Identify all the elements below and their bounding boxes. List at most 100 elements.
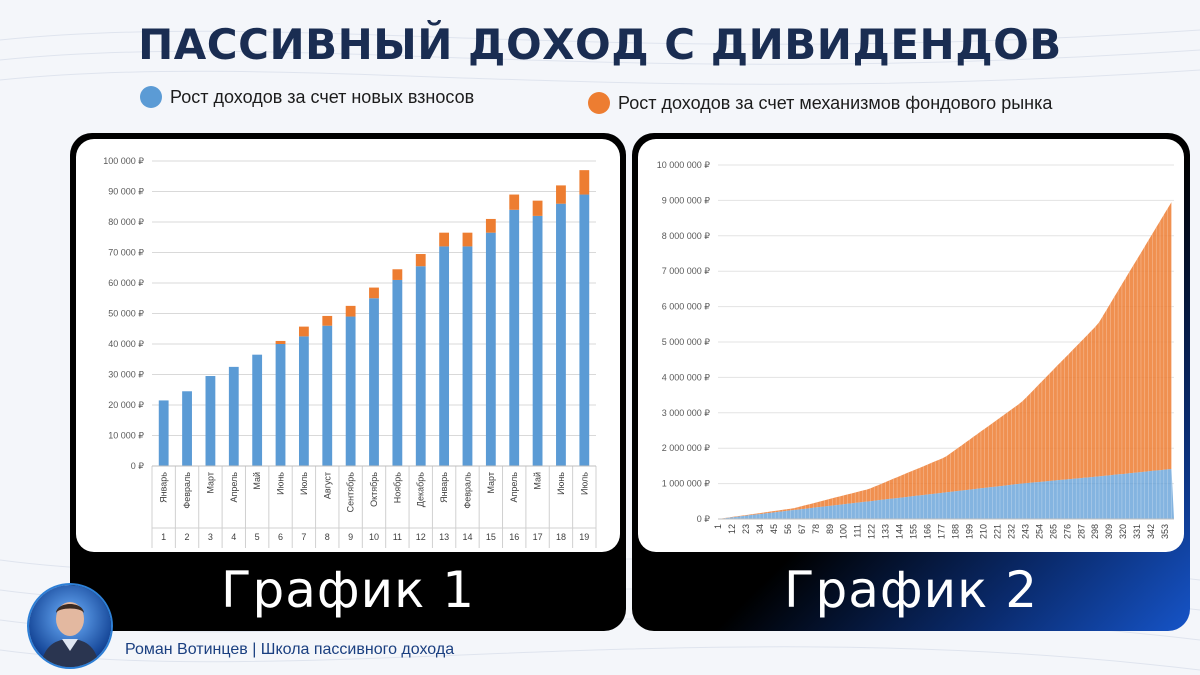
chart-1-bar-contributions <box>369 298 379 466</box>
chart-1-xtick-label: 6 <box>278 532 283 542</box>
chart-1-xtick-label: 11 <box>393 532 402 542</box>
chart-1-bar-market <box>322 315 333 326</box>
chart-1-bar-contributions <box>509 209 520 467</box>
chart-1-month-label: Январь <box>439 472 449 503</box>
chart-1-bar-contributions <box>485 232 496 466</box>
chart-1-xtick-label: 8 <box>325 532 330 542</box>
chart-1-bar-contributions <box>439 246 450 466</box>
chart-1-xtick-label: 5 <box>255 532 260 542</box>
chart-1-xtick-label: 9 <box>348 532 353 542</box>
chart-1-ytick-label: 0 ₽ <box>131 461 145 471</box>
legend-swatch-orange <box>588 92 610 114</box>
chart-2-xtick-label: 243 <box>1020 524 1030 539</box>
legend-item-contributions: Рост доходов за счет новых взносов <box>140 86 474 108</box>
chart-2-xtick-label: 188 <box>951 524 961 539</box>
chart-1-bar-market <box>462 232 473 247</box>
chart-2-label: График 2 <box>783 561 1039 619</box>
chart-1-bar-contributions <box>275 344 286 466</box>
chart-2-ytick-label: 2 000 000 ₽ <box>662 443 711 453</box>
chart-1-bar-contributions <box>298 336 309 466</box>
chart-1-bar-market <box>392 269 403 280</box>
author-avatar <box>27 583 113 669</box>
chart-2-xtick-label: 1 <box>713 524 723 529</box>
chart-2-xtick-label: 199 <box>964 524 974 539</box>
chart-1-month-label: Октябрь <box>369 472 379 507</box>
chart-2-plot-area: 0 ₽ 1 000 000 ₽ 2 000 000 ₽ 3 000 000 ₽ 4 00… <box>638 139 1184 552</box>
chart-1-xtick-label: 3 <box>208 532 213 542</box>
chart-1-bar-market <box>579 170 590 195</box>
chart-1-xtick-label: 14 <box>462 532 472 542</box>
chart-2-xtick-label: 122 <box>867 524 877 539</box>
chart-2: 0 ₽ 1 000 000 ₽ 2 000 000 ₽ 3 000 000 ₽ 4 00… <box>657 160 1174 539</box>
chart-1-xtick-label: 19 <box>579 532 589 542</box>
chart-1-ytick-label: 40 000 ₽ <box>108 339 144 349</box>
chart-2-ytick-label: 0 ₽ <box>697 514 711 524</box>
chart-1-bar-contributions <box>532 215 543 466</box>
chart-2-xtick-label: 100 <box>839 524 849 539</box>
chart-2-xtick-label: 309 <box>1104 524 1114 539</box>
chart-2-xtick-label: 23 <box>741 524 751 534</box>
legend-swatch-blue <box>140 86 162 108</box>
chart-1-bar-contributions <box>345 316 356 466</box>
chart-2-xtick-label: 232 <box>1006 524 1016 539</box>
footer-author: Роман Вотинцев | Школа пассивного дохода <box>125 641 455 658</box>
chart-1-bar-contributions <box>322 325 333 466</box>
chart-2-xtick-label: 210 <box>978 524 988 539</box>
chart-1-ytick-label: 20 000 ₽ <box>108 400 144 410</box>
chart-1-xtick-label: 12 <box>416 532 426 542</box>
page-title: ПАССИВНЫЙ ДОХОД С ДИВИДЕНДОВ <box>138 20 1062 69</box>
chart-2-ytick-label: 10 000 000 ₽ <box>657 160 711 170</box>
chart-1-xtick-label: 10 <box>369 532 379 542</box>
chart-2-xtick-label: 12 <box>727 524 737 534</box>
chart-1-month-label: Июль <box>579 472 589 495</box>
chart-2-ytick-label: 1 000 000 ₽ <box>662 479 711 489</box>
chart-1-label: График 1 <box>220 561 476 619</box>
chart-1-month-label: Июнь <box>276 472 286 495</box>
chart-1-ytick-label: 50 000 ₽ <box>108 309 144 319</box>
chart-1-xtick-label: 17 <box>533 532 543 542</box>
chart-1-bar-contributions <box>158 400 169 466</box>
chart-legend: Рост доходов за счет новых взносов Рост … <box>0 86 1200 122</box>
chart-1-bar-contributions <box>392 279 403 466</box>
chart-1-ytick-label: 80 000 ₽ <box>108 217 144 227</box>
avatar-portrait-icon <box>29 585 111 667</box>
chart-1-xtick-label: 18 <box>556 532 566 542</box>
chart-1-ytick-label: 60 000 ₽ <box>108 278 144 288</box>
chart-1-month-label: Декабрь <box>416 472 426 507</box>
chart-1-bar-contributions <box>579 194 590 467</box>
chart-1-month-label: Апрель <box>509 472 519 503</box>
chart-1-ytick-label: 100 000 ₽ <box>103 156 144 166</box>
chart-2-area-market <box>718 202 1172 519</box>
chart-1-month-label: Август <box>322 472 332 499</box>
chart-2-xtick-label: 265 <box>1048 524 1058 539</box>
chart-1-bar-contributions <box>415 266 426 466</box>
chart-1-bar-market <box>369 287 379 299</box>
chart-1-ytick-label: 10 000 ₽ <box>108 431 144 441</box>
chart-2-xtick-label: 67 <box>797 524 807 534</box>
chart-1-month-label: Апрель <box>229 472 239 503</box>
chart-1-month-label: Март <box>205 472 215 494</box>
chart-1-xtick-label: 13 <box>439 532 449 542</box>
chart-1-bar-market <box>345 305 356 317</box>
chart-2-xtick-label: 320 <box>1118 524 1128 539</box>
chart-2-ytick-label: 5 000 000 ₽ <box>662 337 711 347</box>
chart-1-month-label: Ноябрь <box>392 472 402 504</box>
chart-2-ytick-label: 6 000 000 ₽ <box>662 302 711 312</box>
chart-1-bar-market <box>275 340 286 344</box>
chart-2-area-contributions <box>718 469 1174 519</box>
chart-2-xtick-label: 155 <box>909 524 919 539</box>
chart-1-month-label: Июнь <box>556 472 566 495</box>
chart-2-ytick-label: 7 000 000 ₽ <box>662 266 711 276</box>
chart-1-month-label: Февраль <box>182 472 192 509</box>
legend-label-market: Рост доходов за счет механизмов фондовог… <box>618 92 1053 113</box>
chart-1-bar-market <box>509 194 520 210</box>
chart-1-bar-contributions <box>462 246 473 466</box>
chart-2-ytick-label: 4 000 000 ₽ <box>662 372 711 382</box>
chart-1-bar-contributions <box>556 203 566 466</box>
chart-1-bar-market <box>298 326 309 337</box>
chart-1-bar-market <box>556 185 566 204</box>
chart-2-xtick-label: 111 <box>853 524 863 538</box>
chart-panel-1: 0 ₽ 10 000 ₽ 20 000 ₽ 30 000 ₽ 40 000 ₽ 50 00… <box>70 133 626 631</box>
chart-1-bar-market <box>415 254 426 267</box>
chart-2-xtick-label: 144 <box>895 524 905 539</box>
